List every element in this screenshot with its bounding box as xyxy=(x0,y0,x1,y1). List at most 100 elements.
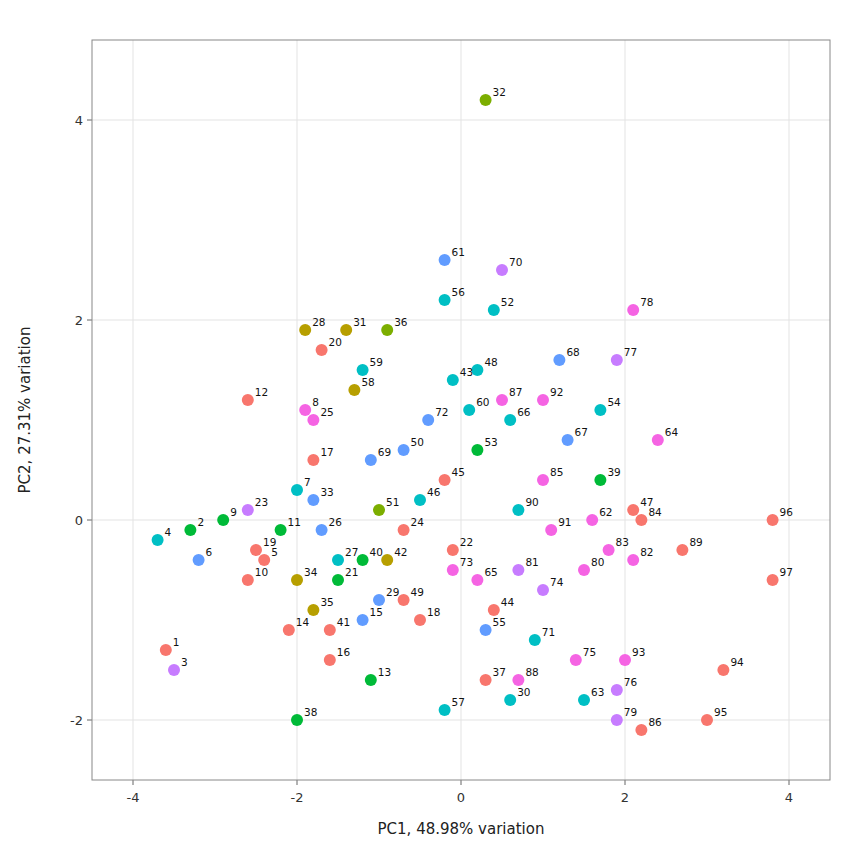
point-label: 14 xyxy=(296,616,310,628)
point xyxy=(471,574,483,586)
point-label: 32 xyxy=(493,86,506,98)
point xyxy=(414,614,426,626)
point-label: 62 xyxy=(599,506,612,518)
point-label: 23 xyxy=(255,496,268,508)
point-label: 4 xyxy=(165,526,172,538)
point-label: 61 xyxy=(452,246,465,258)
grid-line xyxy=(92,320,830,321)
point-label: 42 xyxy=(394,546,407,558)
point-label: 22 xyxy=(460,536,473,548)
grid-line xyxy=(92,120,830,121)
point xyxy=(316,524,328,536)
point-label: 29 xyxy=(386,586,399,598)
point xyxy=(373,594,385,606)
grid-line xyxy=(625,40,626,780)
point-label: 7 xyxy=(304,476,311,488)
point xyxy=(611,354,623,366)
point-label: 19 xyxy=(263,536,276,548)
point-label: 60 xyxy=(476,396,489,408)
point-label: 80 xyxy=(591,556,604,568)
point xyxy=(365,454,377,466)
point xyxy=(611,714,623,726)
point xyxy=(398,444,410,456)
plot-background xyxy=(92,40,830,780)
point-label: 43 xyxy=(460,366,473,378)
point-label: 24 xyxy=(411,516,425,528)
point xyxy=(480,674,492,686)
point xyxy=(447,374,459,386)
point xyxy=(529,634,541,646)
point xyxy=(307,454,319,466)
point-label: 48 xyxy=(484,356,497,368)
point xyxy=(447,544,459,556)
point-labels: 1234567891011121314151617181920212223242… xyxy=(165,86,794,728)
point xyxy=(381,324,393,336)
point xyxy=(160,644,172,656)
point-label: 83 xyxy=(616,536,629,548)
point xyxy=(496,394,508,406)
point-label: 12 xyxy=(255,386,268,398)
tick-mark xyxy=(87,720,92,721)
point xyxy=(594,474,606,486)
point-label: 2 xyxy=(197,516,204,528)
tick-mark xyxy=(297,780,298,785)
point xyxy=(299,324,311,336)
point-label: 51 xyxy=(386,496,399,508)
point xyxy=(594,404,606,416)
point xyxy=(242,504,254,516)
point xyxy=(537,474,549,486)
point-label: 54 xyxy=(607,396,621,408)
point xyxy=(439,294,451,306)
point-label: 21 xyxy=(345,566,358,578)
point xyxy=(332,574,344,586)
point xyxy=(357,614,369,626)
point-label: 73 xyxy=(460,556,473,568)
tick-label: 0 xyxy=(457,790,465,805)
point-label: 68 xyxy=(566,346,579,358)
point xyxy=(652,434,664,446)
point xyxy=(512,504,524,516)
point xyxy=(258,554,270,566)
point-label: 57 xyxy=(452,696,465,708)
tick-label: 2 xyxy=(75,313,83,328)
point xyxy=(447,564,459,576)
tick-label: -2 xyxy=(70,713,83,728)
point xyxy=(291,714,303,726)
point xyxy=(545,524,557,536)
point-label: 15 xyxy=(370,606,383,618)
point xyxy=(217,514,229,526)
point xyxy=(439,254,451,266)
point xyxy=(381,554,393,566)
point xyxy=(291,574,303,586)
point-label: 77 xyxy=(624,346,637,358)
point-label: 9 xyxy=(230,506,237,518)
point-label: 79 xyxy=(624,706,637,718)
point-label: 34 xyxy=(304,566,318,578)
point xyxy=(365,674,377,686)
point-label: 96 xyxy=(780,506,794,518)
grid-line xyxy=(789,40,790,780)
point-label: 35 xyxy=(320,596,333,608)
point-label: 37 xyxy=(493,666,506,678)
grid-line xyxy=(461,40,462,780)
point-label: 46 xyxy=(427,486,441,498)
point xyxy=(184,524,196,536)
tick-mark xyxy=(87,120,92,121)
point xyxy=(275,524,287,536)
point-label: 45 xyxy=(452,466,465,478)
point-label: 17 xyxy=(320,446,333,458)
point-label: 97 xyxy=(780,566,793,578)
point-label: 66 xyxy=(517,406,531,418)
point xyxy=(193,554,205,566)
tick-label: 4 xyxy=(785,790,793,805)
point-label: 69 xyxy=(378,446,391,458)
point-label: 81 xyxy=(525,556,538,568)
point-label: 59 xyxy=(370,356,383,368)
point xyxy=(496,264,508,276)
tick-label: 4 xyxy=(75,113,83,128)
x-axis-label: PC1, 48.98% variation xyxy=(378,820,545,838)
point-label: 49 xyxy=(411,586,424,598)
point-label: 76 xyxy=(624,676,638,688)
point xyxy=(701,714,713,726)
point-label: 58 xyxy=(361,376,374,388)
